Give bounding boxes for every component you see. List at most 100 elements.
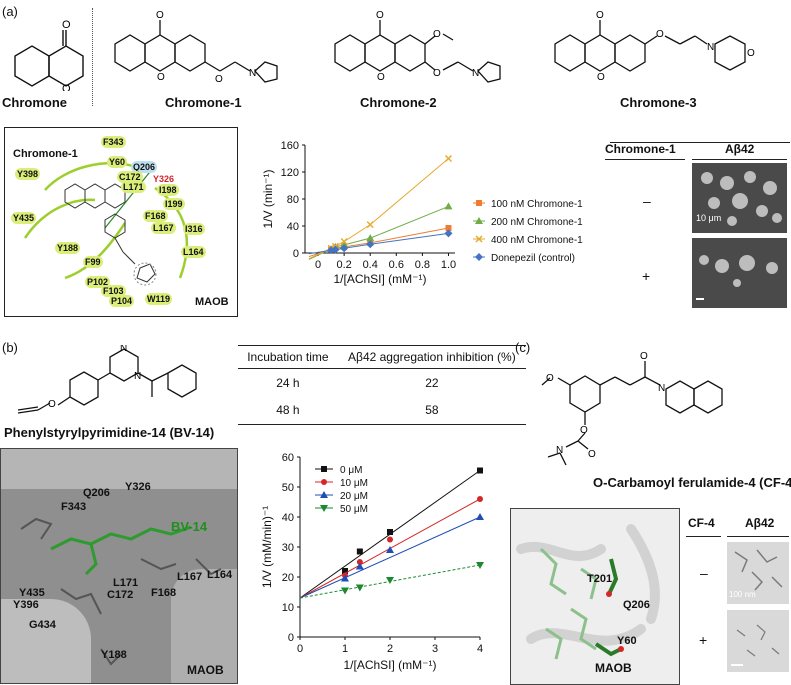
chromone-2-label: Chromone-2	[360, 95, 437, 110]
tem-image-plus	[727, 610, 789, 672]
svg-text:O: O	[433, 68, 441, 79]
svg-text:O: O	[376, 10, 384, 21]
residue-f343: F343	[101, 136, 126, 148]
residue-i198: I198	[157, 184, 179, 196]
data-point	[387, 529, 393, 535]
chromone-3-label: Chromone-3	[620, 95, 697, 110]
abeta-a-header-rule	[610, 142, 790, 143]
data-point	[476, 562, 484, 569]
data-point	[366, 221, 374, 229]
chromone-structure: O O	[14, 19, 84, 91]
dock-b-l164: L164	[207, 569, 233, 581]
data-point	[477, 467, 483, 474]
y-tick-label: 80	[287, 194, 299, 206]
table-row: 24 h 22	[238, 369, 526, 397]
svg-text:N: N	[707, 42, 714, 53]
data-point	[476, 513, 484, 520]
abeta-a-col-abeta: Aβ42	[725, 142, 755, 156]
svg-text:O: O	[377, 72, 385, 83]
legend-marker	[476, 200, 482, 206]
table-row: 48 h 58	[238, 397, 526, 425]
legend-marker	[475, 217, 483, 224]
x-tick-label: 0	[297, 643, 303, 655]
legend-entry: 10 μM	[340, 478, 368, 489]
data-point	[327, 246, 336, 255]
data-point	[386, 577, 394, 584]
residue-c172: C172	[117, 171, 143, 183]
residue-y326: Y326	[153, 174, 175, 184]
dock-c-t201: T201	[587, 573, 613, 585]
y-tick-label: 160	[281, 140, 299, 152]
table-cell: 48 h	[276, 403, 300, 418]
abeta-c-rule-2	[727, 536, 789, 537]
tem-image-minus: 100 nm	[727, 542, 789, 604]
data-point	[331, 245, 340, 254]
sem-scale-bar-label: 10 μm	[696, 213, 722, 223]
data-point	[355, 584, 364, 592]
abeta-a-minus: –	[643, 193, 651, 209]
cf4-label: O-Carbamoyl ferulamide-4 (CF-4)	[593, 475, 791, 490]
bv14-label: Phenylstyrylpyrimidine-14 (BV-14)	[4, 425, 215, 440]
panel-label-c: (c)	[515, 340, 531, 355]
dock-c-protein-label: MAOB	[595, 661, 632, 675]
bv14-structure: N N O	[17, 345, 197, 414]
interaction-protein-label: MAOB	[195, 296, 229, 308]
table-cell: 24 h	[276, 375, 300, 390]
x-axis-label: 1/[AChSI] (mM⁻¹)	[333, 272, 426, 286]
legend-marker	[321, 466, 327, 472]
svg-text:O: O	[157, 72, 165, 83]
svg-text:O: O	[747, 48, 755, 59]
sem-image-minus: 10 μm	[692, 163, 787, 233]
data-point	[366, 240, 375, 249]
data-point	[444, 229, 453, 238]
x-tick-label: 0	[315, 259, 321, 271]
dock-b-c172: C172	[107, 589, 134, 601]
x-tick-label: 0.8	[415, 259, 430, 271]
data-point	[340, 237, 348, 246]
cf4-structure: O O O N O N	[541, 351, 723, 466]
legend-entry: 50 μM	[340, 504, 368, 515]
interaction-ligand-label: Chromone-1	[13, 148, 78, 160]
docking-image-b: Q206 Y326 F343 L171 L167 L164 Y435 Y396 …	[0, 448, 238, 684]
x-tick-label: 4	[477, 643, 483, 655]
series-line	[308, 232, 449, 255]
residue-y60: Y60	[107, 156, 128, 168]
lineweaver-burk-chart-b: 0 10 20 30 40 50 60 0 1 2 3 4 1/[AChSI] (mM⁻¹) 1/V (m…	[260, 452, 484, 672]
abeta-c-plus: +	[699, 632, 708, 648]
svg-text:N: N	[120, 345, 127, 354]
dock-b-protein-label: MAOB	[187, 663, 224, 677]
dock-c-q206: Q206	[623, 599, 650, 611]
data-point	[366, 234, 375, 242]
residue-l167: L167	[151, 222, 176, 234]
table-cell: 22	[425, 375, 439, 390]
data-point	[444, 202, 453, 210]
dock-b-f343: F343	[61, 501, 87, 513]
x-tick-label: 1.0	[441, 259, 456, 271]
table-header-time: Incubation time	[247, 350, 329, 364]
dock-b-y326: Y326	[125, 481, 151, 493]
residue-l164: L164	[181, 246, 206, 258]
legend-entry: 400 nM Chromone-1	[491, 235, 583, 246]
x-tick-label: 0.6	[389, 259, 404, 271]
svg-text:O: O	[62, 19, 71, 31]
y-tick-label: 40	[287, 221, 299, 233]
data-point	[356, 548, 363, 555]
y-tick-label: 10	[282, 602, 294, 614]
y-tick-label: 0	[288, 632, 294, 644]
interaction-map: Chromone-1 F343 Y60 Q206 C172 Y326 L171 …	[4, 127, 238, 317]
y-tick-label: 20	[282, 572, 294, 584]
dock-b-y435: Y435	[19, 587, 45, 599]
dock-b-g434: G434	[29, 619, 56, 631]
data-point	[356, 559, 363, 565]
abeta-c-rule-1	[686, 536, 721, 537]
data-point	[355, 562, 364, 570]
data-point	[340, 244, 349, 253]
residue-p104: P104	[109, 295, 135, 307]
series-line	[299, 516, 481, 599]
data-point	[387, 536, 393, 543]
legend-entry: 0 μM	[340, 465, 362, 476]
chromone-3-structure: O O O N O	[554, 10, 755, 83]
svg-text:O: O	[156, 10, 164, 21]
svg-text:O: O	[596, 10, 604, 21]
residue-f168: F168	[143, 210, 168, 222]
